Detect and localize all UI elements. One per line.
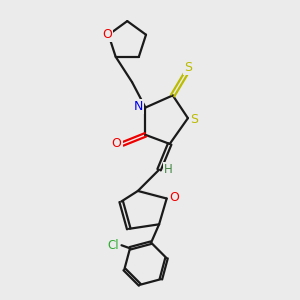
Text: Cl: Cl [108, 239, 119, 252]
Text: O: O [169, 190, 179, 203]
Text: H: H [164, 163, 172, 176]
Text: S: S [190, 113, 199, 126]
Text: S: S [184, 61, 192, 74]
Text: N: N [134, 100, 143, 112]
Text: O: O [102, 28, 112, 41]
Text: O: O [112, 137, 122, 150]
